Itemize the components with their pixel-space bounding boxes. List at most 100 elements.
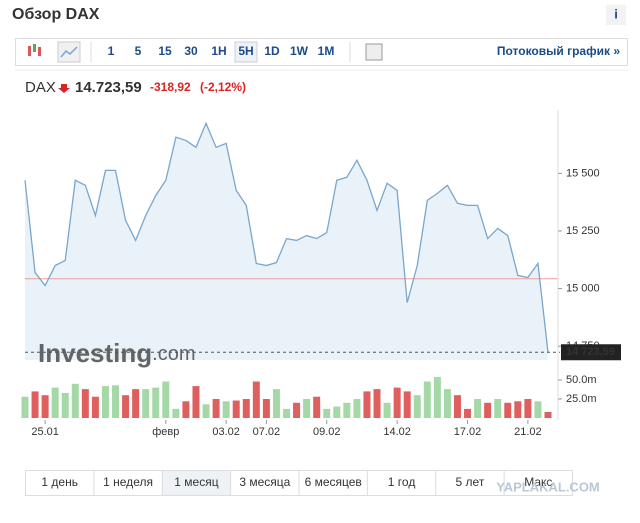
volume-bar — [544, 411, 552, 418]
volume-bar — [242, 399, 250, 418]
volume-bar — [474, 399, 482, 418]
y2-tick-label: 50.0m — [566, 374, 597, 386]
info-icon[interactable]: i — [614, 6, 618, 21]
volume-bar — [393, 387, 401, 418]
volume-bar — [192, 386, 200, 418]
tab[interactable]: 6 месяцев — [305, 475, 362, 489]
x-tick-label: февр — [152, 426, 179, 438]
tab[interactable]: Макс — [524, 475, 552, 489]
tabs: 1 день 1 неделя 1 месяц 3 месяца 6 месяцев 1 … — [41, 471, 552, 495]
volume-bar — [21, 396, 29, 418]
interval[interactable]: 1D — [264, 44, 280, 58]
volume-bar — [484, 402, 492, 418]
price-line — [24, 121, 549, 353]
volume-bar — [514, 401, 522, 418]
volume-bar — [313, 396, 321, 418]
volume-bar — [262, 399, 270, 418]
watermark-main: Investing — [38, 338, 152, 368]
down-arrow — [58, 84, 70, 93]
volume-bar — [303, 399, 311, 418]
volume-bar — [212, 399, 220, 418]
volume-bar — [293, 402, 301, 418]
tab[interactable]: 1 день — [41, 475, 78, 489]
last-price-label: 14 723,59 — [566, 346, 615, 358]
volume-bar — [333, 406, 341, 418]
volume-bar — [182, 401, 190, 418]
volume-bar — [524, 399, 532, 418]
y-tick-label: 15 500 — [566, 167, 600, 179]
last-price-box — [561, 344, 621, 361]
volume-bar — [31, 391, 39, 418]
line-icon — [60, 46, 78, 58]
interval[interactable]: 30 — [184, 44, 198, 58]
symbol: DAX — [25, 79, 56, 96]
interval[interactable]: 15 — [158, 44, 172, 58]
x-tick-label: 21.02 — [514, 426, 542, 438]
y2-tick-label: 25.0m — [566, 393, 597, 405]
volume-bar — [232, 400, 240, 418]
volume-bar — [122, 395, 130, 418]
interval[interactable]: 1M — [318, 44, 335, 58]
site-watermark: YAPLAKAL.COM — [496, 479, 600, 494]
volume-bar — [172, 408, 180, 418]
volume-bar — [433, 376, 441, 418]
interval[interactable]: 1H — [211, 44, 226, 58]
tab[interactable]: 1 месяц — [174, 475, 218, 489]
volume-bar — [383, 402, 391, 418]
interval[interactable]: 1 — [108, 44, 115, 58]
volume-bar — [413, 395, 421, 418]
volume-bar — [222, 401, 230, 418]
tab[interactable]: 3 месяца — [239, 475, 290, 489]
table-icon[interactable] — [365, 43, 383, 61]
change: -318,92 — [150, 80, 191, 94]
x-tick-label: 03.02 — [212, 426, 240, 438]
volume-bar — [81, 389, 89, 418]
volume-bar — [323, 408, 331, 418]
y-tick-label: 15 000 — [566, 282, 600, 294]
volume-bar — [101, 386, 109, 418]
x-tick-label: 14.02 — [383, 426, 411, 438]
volume-bar — [202, 404, 210, 418]
change-pct: (-2,12%) — [200, 80, 246, 94]
line-icon-bg[interactable] — [57, 41, 81, 63]
x-tick-label: 25.01 — [31, 426, 59, 438]
volume-bar — [373, 389, 381, 418]
price: 14.723,59 — [75, 79, 142, 96]
volume-bar — [494, 399, 502, 418]
active-tab[interactable] — [162, 471, 231, 495]
tab[interactable]: 1 год — [388, 475, 416, 489]
volume-bar — [132, 389, 140, 418]
volume-bar — [353, 399, 361, 418]
volume-bar — [112, 385, 120, 418]
volume-bar — [423, 381, 431, 418]
streaming-link[interactable]: Потоковый график » — [497, 44, 620, 58]
volume-bar — [51, 387, 59, 418]
volume-bar — [453, 395, 461, 418]
candle-icon[interactable] — [28, 44, 41, 56]
volume-bar — [91, 396, 99, 418]
interval[interactable]: 5 — [135, 44, 142, 58]
interval[interactable]: 1W — [290, 44, 309, 58]
active-interval[interactable] — [234, 41, 258, 63]
tab[interactable]: 1 неделя — [103, 475, 153, 489]
volume-bar — [142, 389, 150, 418]
volume-bar — [363, 391, 371, 418]
tab[interactable]: 5 лет — [456, 475, 485, 489]
volume-bar — [443, 389, 451, 418]
volume-bar — [534, 401, 542, 418]
interval[interactable]: 5H — [238, 44, 253, 58]
volume-bar — [252, 381, 260, 418]
toolbar — [15, 38, 628, 66]
volume-bar — [283, 408, 290, 418]
volume-bar — [272, 389, 280, 418]
volume-bar — [504, 402, 512, 418]
info-button[interactable] — [606, 5, 626, 25]
watermark-dom: .com — [152, 343, 195, 365]
watermark: Investing.com — [38, 338, 195, 368]
volume-bar — [152, 387, 160, 418]
volume-bar — [71, 383, 79, 418]
x-tick-label: 09.02 — [313, 426, 341, 438]
volume-bar — [162, 381, 170, 418]
